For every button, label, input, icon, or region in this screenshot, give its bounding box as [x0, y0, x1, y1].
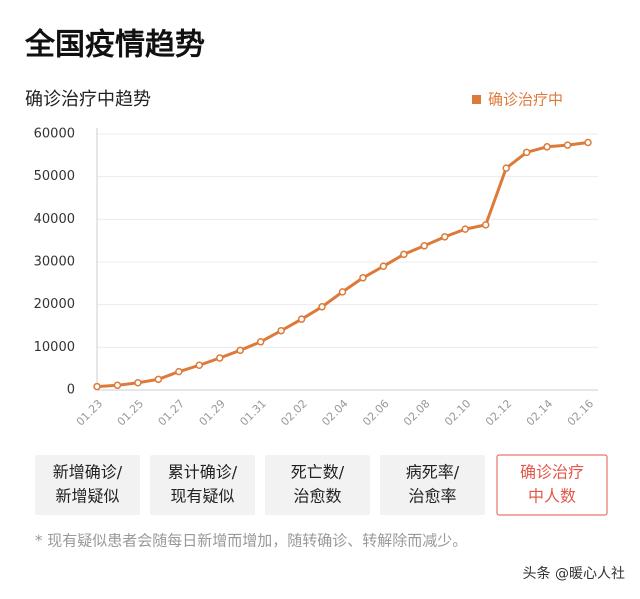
data-point — [502, 164, 510, 172]
x-tick-label: 02.12 — [483, 397, 514, 428]
x-tick-label: 02.14 — [524, 397, 555, 428]
tab-label: 死亡数/ — [291, 463, 345, 482]
footnote: * 现有疑似患者会随每日新增而增加，随转确诊、转解除而减少。 — [35, 532, 467, 550]
page-title: 全国疫情趋势 — [24, 28, 205, 63]
tab[interactable] — [35, 455, 140, 515]
y-tick-label: 0 — [67, 383, 75, 398]
data-point — [154, 375, 163, 384]
data-point — [359, 274, 367, 282]
data-point — [195, 361, 204, 370]
tab-label: 病死率/ — [406, 463, 460, 482]
data-point — [481, 221, 490, 229]
x-tick-label: 02.06 — [360, 397, 391, 428]
tab-label: 治愈数 — [293, 487, 341, 506]
data-point — [93, 382, 101, 391]
tab-label: 中人数 — [528, 487, 576, 506]
x-tick-label: 02.08 — [401, 397, 432, 428]
data-point — [175, 367, 183, 376]
data-point — [379, 262, 388, 271]
data-point — [297, 315, 306, 323]
data-point — [216, 354, 224, 362]
x-tick-label: 01.29 — [197, 397, 228, 428]
watermark: 头条 @暖心人社 — [523, 565, 625, 582]
data-point — [277, 326, 285, 335]
x-tick-label: 01.31 — [237, 397, 268, 428]
chart-title: 确诊治疗中趋势 — [25, 89, 151, 110]
tab-label: 累计确诊/ — [168, 463, 238, 482]
x-tick-label: 01.25 — [115, 397, 146, 428]
data-point — [543, 143, 551, 151]
legend-swatch — [472, 95, 481, 104]
data-point — [236, 346, 244, 355]
data-point — [563, 141, 572, 149]
tab[interactable] — [380, 455, 485, 515]
data-point — [420, 242, 429, 250]
y-tick-label: 30000 — [34, 255, 75, 270]
data-point — [134, 378, 142, 387]
x-tick-label: 02.10 — [442, 397, 473, 428]
data-point — [522, 148, 531, 157]
x-tick-label: 01.27 — [156, 397, 187, 428]
y-tick-label: 60000 — [34, 127, 75, 142]
data-point — [318, 303, 326, 311]
x-tick-label: 02.04 — [319, 397, 350, 428]
tab-label: 现有疑似 — [170, 487, 234, 506]
x-tick-label: 02.16 — [565, 397, 596, 428]
tab-label: 治愈率 — [408, 487, 456, 506]
data-point — [400, 250, 408, 259]
tab[interactable] — [150, 455, 255, 515]
tab-label: 新增确诊/ — [53, 463, 123, 482]
y-tick-label: 10000 — [34, 340, 75, 355]
tab[interactable] — [265, 455, 370, 515]
x-tick-label: 02.02 — [278, 397, 309, 428]
data-point — [461, 225, 469, 233]
data-point — [584, 138, 592, 147]
series-line — [96, 141, 589, 389]
tab-label: 新增疑似 — [55, 487, 119, 506]
y-tick-label: 40000 — [34, 212, 75, 227]
data-point — [338, 288, 347, 296]
y-tick-label: 20000 — [34, 297, 75, 312]
data-point — [441, 233, 449, 241]
data-point — [113, 381, 122, 390]
tab-label: 确诊治疗 — [520, 463, 584, 482]
legend-label: 确诊治疗中 — [488, 91, 563, 109]
data-point — [256, 338, 265, 346]
y-tick-label: 50000 — [34, 169, 75, 184]
x-tick-label: 01.23 — [74, 397, 105, 428]
tab[interactable] — [496, 454, 608, 516]
